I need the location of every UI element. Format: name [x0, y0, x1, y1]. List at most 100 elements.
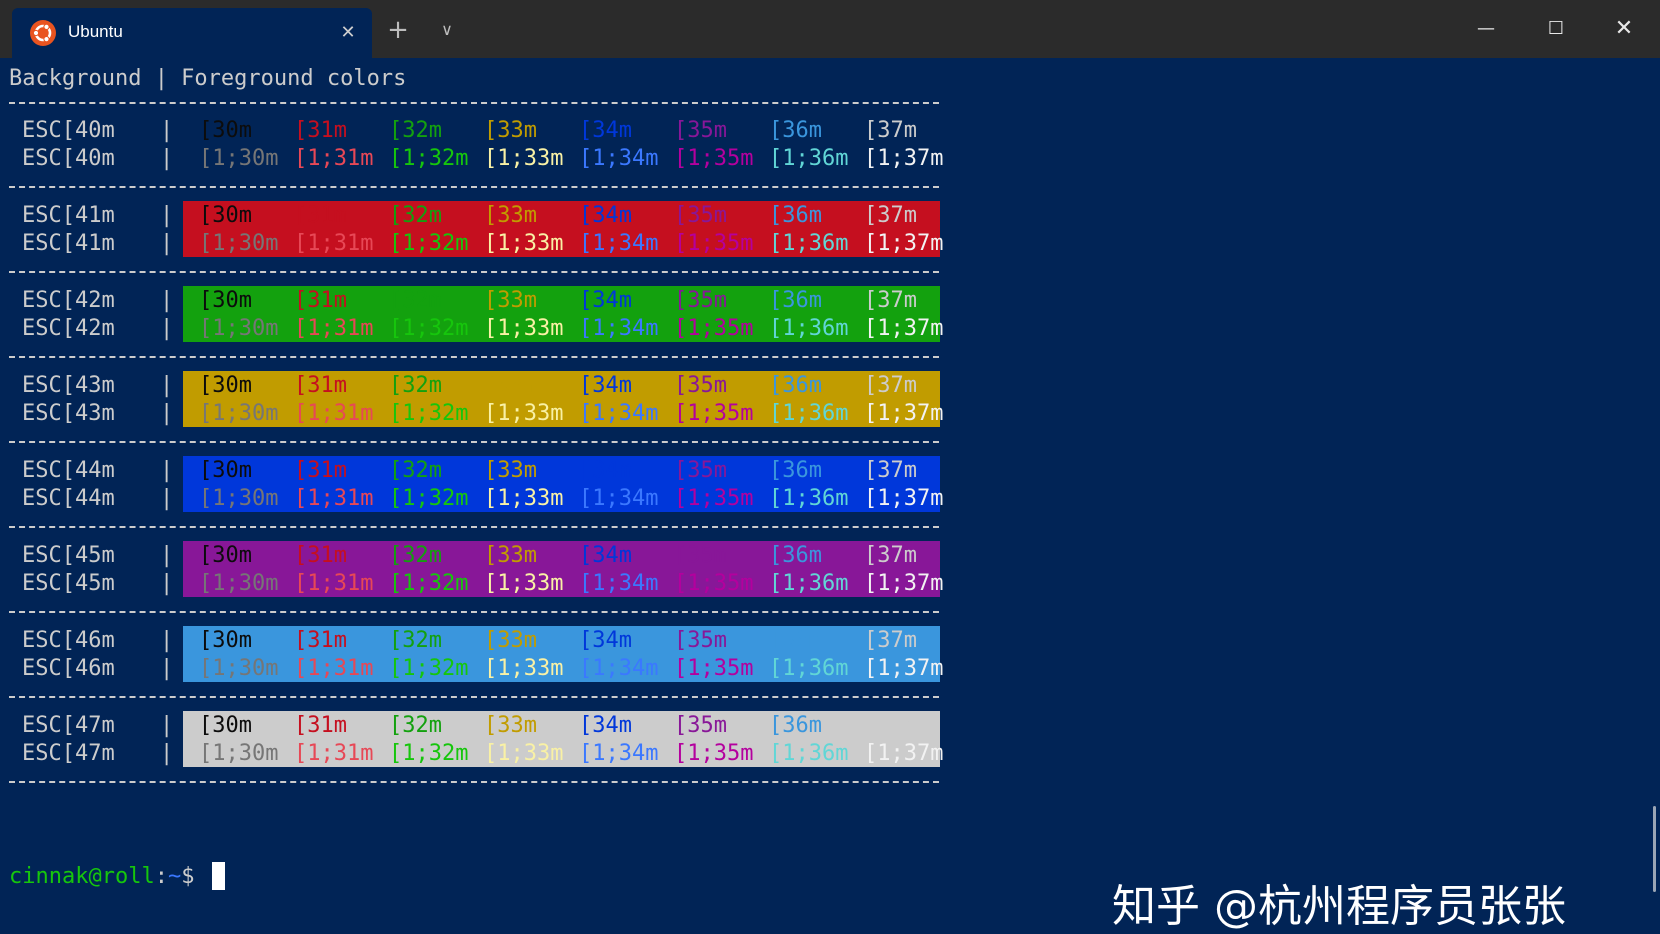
fg-code-bold: [1;34m [579, 401, 659, 426]
fg-code-normal: [31m [294, 543, 347, 568]
terminal-content[interactable]: Background | Foreground colors ESC[40m | [… [0, 58, 1660, 932]
fg-code-bold: [1;35m [674, 401, 754, 426]
minimize-button[interactable]: — [1477, 18, 1495, 39]
fg-code-bold: [1;37m [864, 146, 944, 171]
column-separator: | [160, 486, 174, 511]
fg-code-bold: [1;33m [484, 316, 564, 341]
fg-code-bold: [1;35m [674, 486, 754, 511]
fg-code-normal: [35m [674, 713, 727, 738]
row-separator [9, 102, 939, 104]
background-block [183, 711, 940, 767]
row-label: ESC[42m [22, 288, 115, 313]
fg-code-bold: [1;37m [864, 231, 944, 256]
column-separator: | [160, 203, 174, 228]
fg-code-bold: [1;30m [199, 656, 279, 681]
fg-code-normal: [34m [579, 458, 632, 483]
prompt-user-host: cinnak@roll [9, 864, 155, 889]
fg-code-bold: [1;36m [769, 146, 849, 171]
fg-code-normal: [31m [294, 118, 347, 143]
watermark-text: 知乎 @杭州程序员张张 [1112, 881, 1566, 932]
fg-code-normal: [37m [864, 118, 917, 143]
fg-code-normal: [33m [484, 203, 537, 228]
fg-code-bold: [1;32m [389, 486, 469, 511]
fg-code-normal: [35m [674, 458, 727, 483]
tab-close-icon[interactable]: ✕ [340, 22, 356, 42]
column-separator: | [160, 373, 174, 398]
fg-code-bold: [1;35m [674, 316, 754, 341]
fg-code-bold: [1;33m [484, 656, 564, 681]
fg-code-normal: [35m [674, 118, 727, 143]
row-label: ESC[44m [22, 486, 115, 511]
new-tab-button[interactable]: + [387, 15, 409, 45]
fg-code-bold: [1;32m [389, 316, 469, 341]
fg-code-bold: [1;31m [294, 571, 374, 596]
row-label: ESC[45m [22, 571, 115, 596]
background-block [183, 626, 940, 682]
fg-code-bold: [1;35m [674, 741, 754, 766]
shell-prompt: cinnak@roll:~$ [9, 864, 194, 889]
row-label: ESC[42m [22, 316, 115, 341]
tab-title: Ubuntu [68, 22, 123, 41]
fg-code-bold: [1;33m [484, 486, 564, 511]
column-separator: | [160, 571, 174, 596]
column-separator: | [160, 656, 174, 681]
fg-code-normal: [37m [864, 628, 917, 653]
maximize-button[interactable]: ☐ [1547, 18, 1565, 39]
fg-code-normal: [33m [484, 628, 537, 653]
fg-code-bold: [1;33m [484, 741, 564, 766]
fg-code-normal: [36m [769, 713, 822, 738]
row-label: ESC[43m [22, 401, 115, 426]
fg-code-bold: [1;30m [199, 486, 279, 511]
fg-code-bold: [1;36m [769, 656, 849, 681]
column-separator: | [160, 146, 174, 171]
fg-code-normal: [34m [579, 373, 632, 398]
fg-code-bold: [1;31m [294, 401, 374, 426]
fg-code-normal: [37m [864, 713, 917, 738]
tab-ubuntu[interactable]: Ubuntu ✕ [12, 8, 372, 58]
fg-code-normal: [33m [484, 288, 537, 313]
fg-code-bold: [1;32m [389, 741, 469, 766]
fg-code-bold: [1;30m [199, 571, 279, 596]
fg-code-normal: [35m [674, 203, 727, 228]
fg-code-normal: [36m [769, 203, 822, 228]
row-separator [9, 781, 939, 783]
fg-code-bold: [1;33m [484, 571, 564, 596]
scrollbar[interactable] [1653, 806, 1656, 892]
fg-code-normal: [30m [199, 628, 252, 653]
tab-dropdown-icon[interactable]: ∨ [441, 20, 453, 39]
fg-code-normal: [36m [769, 288, 822, 313]
fg-code-bold: [1;31m [294, 741, 374, 766]
fg-code-normal: [35m [674, 628, 727, 653]
title-bar: Ubuntu ✕ + ∨ — ☐ ✕ [0, 0, 1660, 58]
fg-code-normal: [33m [484, 713, 537, 738]
fg-code-bold: [1;34m [579, 231, 659, 256]
fg-code-bold: [1;30m [199, 316, 279, 341]
fg-code-normal: [33m [484, 373, 537, 398]
background-block [183, 286, 940, 342]
fg-code-bold: [1;35m [674, 146, 754, 171]
fg-code-bold: [1;37m [864, 401, 944, 426]
fg-code-normal: [30m [199, 288, 252, 313]
fg-code-bold: [1;33m [484, 231, 564, 256]
ubuntu-logo-icon [30, 20, 56, 46]
fg-code-bold: [1;30m [199, 231, 279, 256]
fg-code-bold: [1;33m [484, 401, 564, 426]
fg-code-bold: [1;30m [199, 741, 279, 766]
fg-code-bold: [1;37m [864, 316, 944, 341]
fg-code-normal: [32m [389, 203, 442, 228]
prompt-symbol: $ [181, 864, 195, 889]
fg-code-normal: [30m [199, 543, 252, 568]
fg-code-normal: [30m [199, 203, 252, 228]
column-separator: | [160, 458, 174, 483]
close-window-button[interactable]: ✕ [1614, 16, 1634, 41]
background-block [183, 541, 940, 597]
fg-code-bold: [1;32m [389, 656, 469, 681]
fg-code-normal: [34m [579, 543, 632, 568]
fg-code-bold: [1;34m [579, 571, 659, 596]
row-label: ESC[47m [22, 713, 115, 738]
row-label: ESC[46m [22, 656, 115, 681]
fg-code-normal: [31m [294, 203, 347, 228]
fg-code-bold: [1;37m [864, 741, 944, 766]
fg-code-bold: [1;34m [579, 316, 659, 341]
